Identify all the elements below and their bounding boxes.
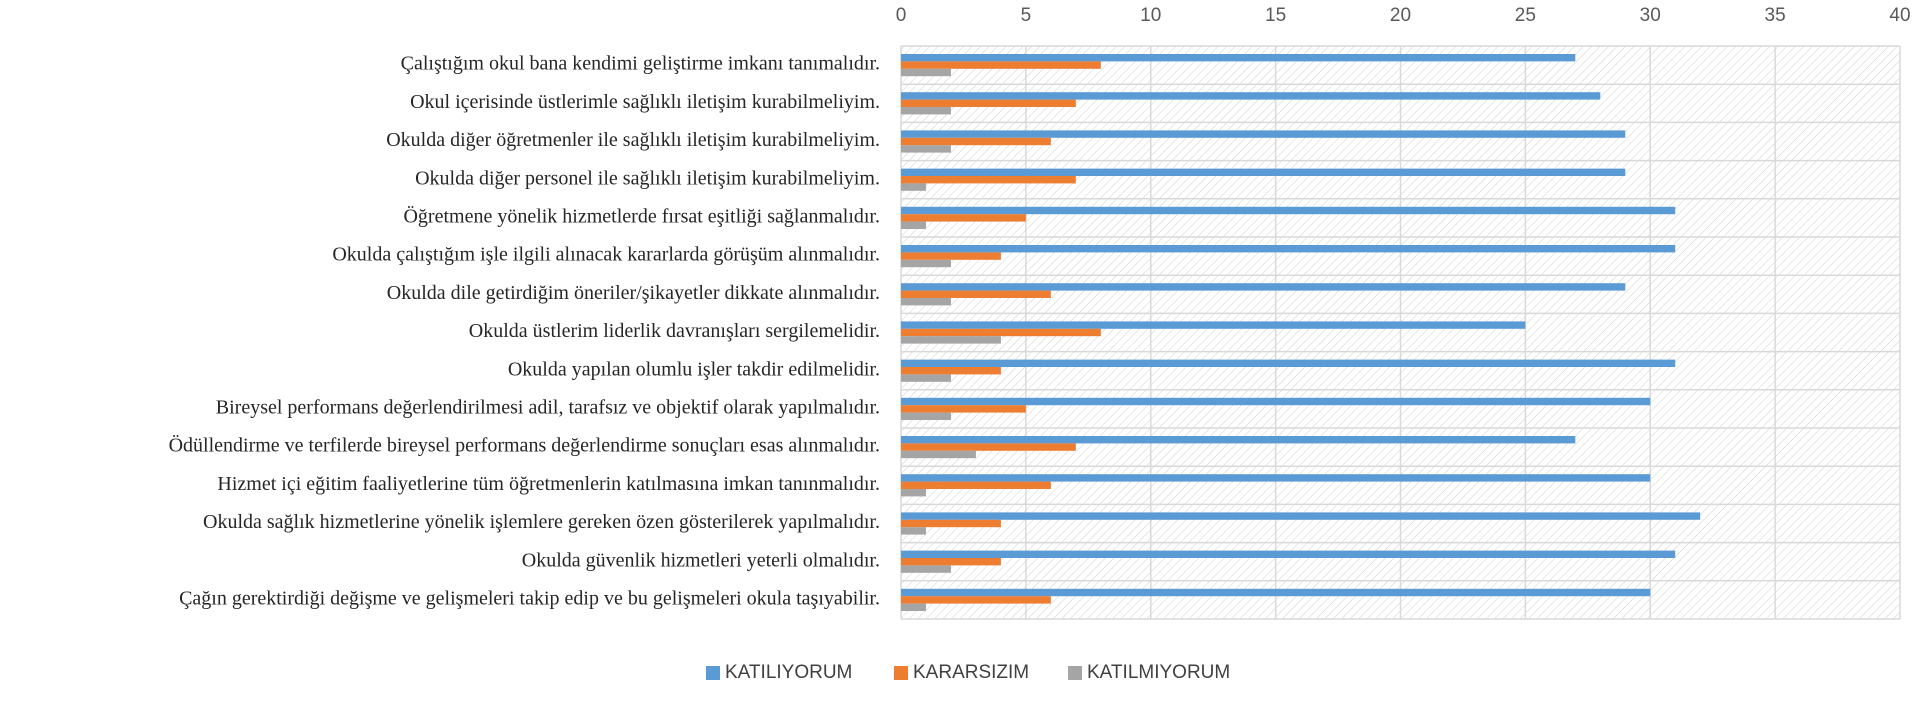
legend-swatch <box>894 666 908 680</box>
y-tick-label: Okul içerisinde üstlerimle sağlıklı ilet… <box>410 91 880 113</box>
x-tick-label: 15 <box>1265 5 1286 26</box>
bar <box>901 68 951 77</box>
y-tick-label: Okulda çalıştığım işle ilgili alınacak k… <box>332 244 880 266</box>
bar <box>901 290 1051 298</box>
y-tick-label: Çalıştığım okul bana kendimi geliştirme … <box>401 53 880 75</box>
bar <box>901 259 951 268</box>
legend-swatch <box>706 666 720 680</box>
bar <box>901 603 926 611</box>
y-tick-label: Okulda güvenlik hizmetleri yeterli olmal… <box>522 549 880 571</box>
y-tick-label: Okulda diğer personel ile sağlıklı ileti… <box>415 167 880 189</box>
bar <box>901 176 1076 184</box>
bar <box>901 137 1051 146</box>
legend-swatch <box>1068 666 1082 680</box>
y-tick-label: Çağın gerektirdiği değişme ve gelişmeler… <box>179 587 880 609</box>
y-tick-label: Okulda üstlerim liderlik davranışları se… <box>469 320 880 342</box>
bar <box>901 436 1576 444</box>
x-tick-label: 0 <box>896 5 907 26</box>
bar <box>901 558 1001 566</box>
bar <box>901 183 926 191</box>
x-tick-label: 5 <box>1021 5 1032 26</box>
bar <box>901 367 1001 375</box>
bar <box>901 519 1001 528</box>
bar <box>901 588 1651 597</box>
bar <box>901 92 1601 100</box>
bar <box>901 565 951 573</box>
bar <box>901 336 1001 344</box>
bar <box>901 214 1026 222</box>
bar <box>901 550 1676 558</box>
bar <box>901 54 1576 62</box>
bar <box>901 130 1626 138</box>
bar <box>901 321 1526 329</box>
x-tick-label: 10 <box>1140 5 1161 26</box>
bar <box>901 512 1701 520</box>
bar <box>901 107 951 115</box>
bar <box>901 221 926 229</box>
bar <box>901 99 1076 107</box>
bar <box>901 405 1026 413</box>
bar <box>901 443 1076 451</box>
y-tick-label: Öğretmene yönelik hizmetlerde fırsat eşi… <box>403 204 880 227</box>
y-tick-label: Okulda yapılan olumlu işler takdir edilm… <box>508 358 880 380</box>
bar <box>901 374 951 382</box>
x-tick-label: 25 <box>1515 5 1536 26</box>
x-tick-label: 30 <box>1640 5 1661 26</box>
bar <box>901 450 976 459</box>
bar <box>901 298 951 306</box>
bar <box>901 61 1101 69</box>
legend-label: KARARSIZIM <box>913 662 1029 683</box>
y-tick-label: Okulda dile getirdiğim öneriler/şikayetl… <box>387 282 880 304</box>
legend-label: KATILMIYORUM <box>1087 662 1230 683</box>
bar <box>901 489 926 497</box>
bar <box>901 481 1051 489</box>
y-tick-label: Hizmet içi eğitim faaliyetlerine tüm öğr… <box>217 473 880 495</box>
bar <box>901 168 1626 176</box>
bar <box>901 283 1626 291</box>
x-tick-label: 20 <box>1390 5 1411 26</box>
bar <box>901 397 1651 406</box>
bar <box>901 145 951 153</box>
bar <box>901 359 1676 367</box>
bar <box>901 206 1676 215</box>
bar <box>901 412 951 420</box>
y-tick-label: Okulda sağlık hizmetlerine yönelik işlem… <box>203 511 880 533</box>
y-tick-label: Bireysel performans değerlendirilmesi ad… <box>216 396 880 418</box>
bar <box>901 527 926 535</box>
x-tick-label: 40 <box>1889 5 1910 26</box>
bar <box>901 596 1051 604</box>
bar <box>901 328 1101 337</box>
y-tick-label: Okulda diğer öğretmenler ile sağlıklı il… <box>386 129 880 151</box>
x-tick-label: 35 <box>1765 5 1786 26</box>
bar <box>901 474 1651 482</box>
legend-label: KATILIYORUM <box>725 662 852 683</box>
bar <box>901 245 1676 253</box>
bar <box>901 252 1001 260</box>
y-tick-label: Ödüllendirme ve terfilerde bireysel perf… <box>169 434 880 457</box>
